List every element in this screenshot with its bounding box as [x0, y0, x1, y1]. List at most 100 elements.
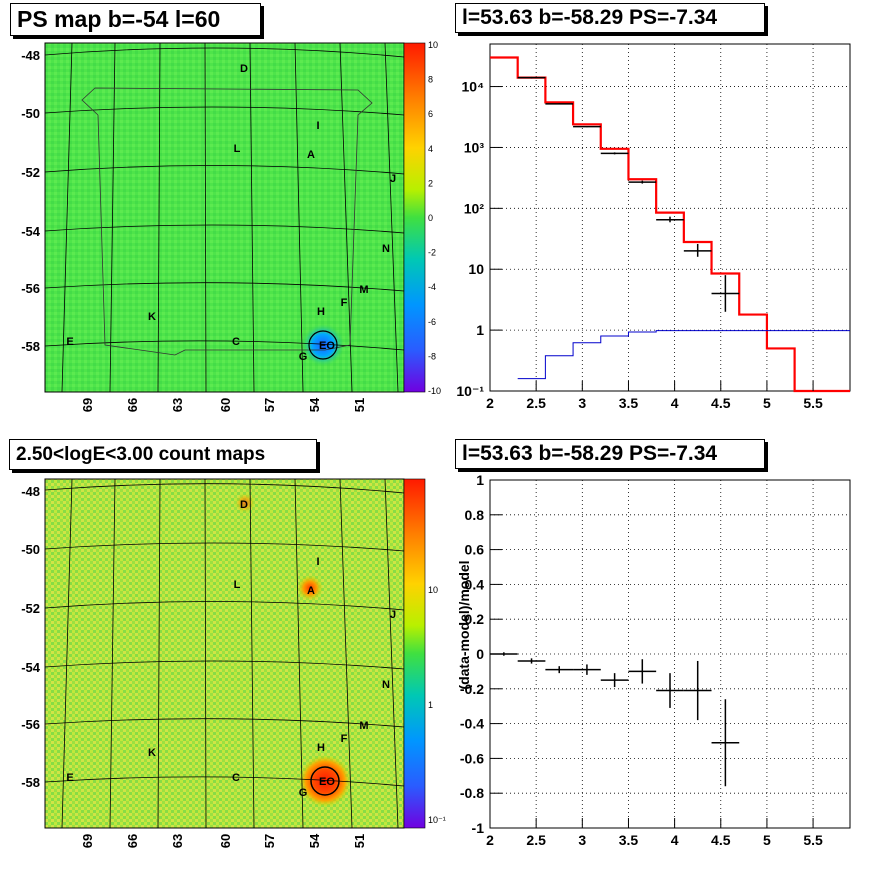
ps-map-y-tick: -56: [21, 281, 40, 296]
residual-y-label: (data-model)/model: [456, 560, 472, 689]
residual-y-tick-label: 0.8: [465, 507, 485, 523]
ps-source-label-c: C: [232, 336, 240, 348]
ps-map-title: PS map b=-54 l=60: [10, 3, 261, 36]
spectrum-x-tick-label: 5.5: [803, 395, 823, 411]
spectrum-x-tick-label: 2.5: [526, 395, 546, 411]
ps-map-y-tick: -58: [21, 339, 40, 354]
count-colorbar-tick: 10⁻¹: [428, 815, 446, 825]
spectrum-x-tick-label: 5: [763, 395, 771, 411]
count-map-x-tick: 57: [262, 834, 277, 848]
spectrum-y-tick-label: 10⁴: [462, 79, 485, 95]
ps-source-label-h: H: [317, 306, 325, 318]
count-map-source-circle: [310, 766, 340, 796]
ps-map-x-tick: 69: [80, 398, 95, 412]
count-blob-source: [299, 755, 351, 807]
count-map-y-tick: -50: [21, 542, 40, 557]
ps-map-x-tick: 60: [218, 398, 233, 412]
residual-title: l=53.63 b=-58.29 PS=-7.34: [455, 439, 765, 469]
ps-source-label-g: G: [299, 351, 308, 363]
residual-y-tick-label: 0: [476, 646, 484, 662]
ps-source-label-j: J: [390, 173, 396, 185]
ps-colorbar: [403, 42, 426, 393]
ps-map-y-tick: -50: [21, 106, 40, 121]
spectrum-background-line: [517, 330, 850, 380]
ps-source-label-e: E: [66, 336, 73, 348]
ps-colorbar-tick: -4: [428, 282, 436, 292]
ps-colorbar-tick: 4: [428, 144, 433, 154]
residual-x-tick-label: 4.5: [711, 832, 731, 848]
spectrum-panel: 2 2.5 3 3.5 4 4.5 5 5.5 10⁴ 10³ 10² 10 1 10⁻¹: [456, 43, 851, 411]
count-map-panel: [44, 478, 426, 829]
count-source-label-k: K: [148, 747, 156, 759]
count-map-x-tick: 69: [80, 834, 95, 848]
spectrum-model-line: [490, 56, 850, 393]
ps-source-label-m: M: [359, 284, 368, 296]
ps-map-x-tick: 54: [307, 397, 322, 412]
count-map-x-tick: 66: [125, 834, 140, 848]
count-source-label-h: H: [317, 742, 325, 754]
ps-colorbar-tick: 10: [428, 40, 438, 50]
count-blob-a: [297, 575, 323, 601]
count-source-label-j: J: [390, 609, 396, 621]
residual-y-tick-label: 0.2: [465, 611, 485, 627]
spectrum-x-tick-label: 4: [671, 395, 679, 411]
count-source-label-l: L: [234, 579, 241, 591]
count-map-y-tick: -56: [21, 717, 40, 732]
count-source-label-a: A: [307, 585, 315, 597]
count-source-label-e: E: [66, 772, 73, 784]
ps-map-source-circle: [308, 330, 338, 360]
residual-x-tick-label: 3.5: [619, 832, 639, 848]
residual-y-tick-label: -0.8: [460, 785, 484, 801]
ps-colorbar-tick: -6: [428, 317, 436, 327]
ps-colorbar-tick: 8: [428, 75, 433, 85]
residual-x-tick-label: 5: [763, 832, 771, 848]
ps-colorbar-tick: -8: [428, 351, 436, 361]
count-source-label-c: C: [232, 772, 240, 784]
residual-y-tick-label: -0.2: [460, 681, 484, 697]
spectrum-x-tick-label: 2: [486, 395, 494, 411]
residual-y-tick-label: 0.4: [465, 576, 485, 592]
spectrum-frame: [489, 43, 851, 392]
residual-y-tick-label: 0.6: [465, 542, 485, 558]
ps-colorbar-tick: 2: [428, 178, 433, 188]
spectrum-y-tick-label: 10: [468, 261, 484, 277]
ps-source-label-eo: EO: [319, 340, 335, 352]
count-map-y-tick: -48: [21, 484, 40, 499]
ps-source-label-n: N: [382, 243, 390, 255]
ps-map-x-tick: 63: [170, 398, 185, 412]
count-source-label-eo: EO: [319, 776, 335, 788]
ps-source-label-k: K: [148, 311, 156, 323]
ps-source-label-d: D: [240, 63, 248, 75]
residual-x-tick-label: 5.5: [803, 832, 823, 848]
count-map-x-tick: 63: [170, 834, 185, 848]
count-colorbar-tick: 10: [428, 585, 438, 595]
ps-map-y-tick: -54: [21, 224, 41, 239]
ps-source-label-a: A: [307, 149, 315, 161]
spectrum-title: l=53.63 b=-58.29 PS=-7.34: [455, 3, 765, 33]
spectrum-y-tick-label: 10³: [464, 139, 485, 155]
count-map-grid: [44, 478, 405, 829]
residual-x-tick-label: 2.5: [526, 832, 546, 848]
ps-colorbar-tick: -10: [428, 386, 441, 396]
residual-x-tick-label: 2: [486, 832, 494, 848]
ps-source-label-i: I: [316, 120, 319, 132]
count-source-label-m: M: [359, 720, 368, 732]
ps-map-y-tick: -48: [21, 48, 40, 63]
ps-source-label-f: F: [341, 297, 348, 309]
residual-y-tick-label: 1: [476, 472, 484, 488]
residual-y-tick-label: -1: [472, 820, 485, 836]
count-colorbar-tick: 1: [428, 700, 433, 710]
ps-map-y-tick: -52: [21, 165, 40, 180]
residual-x-tick-label: 4: [671, 832, 679, 848]
count-source-label-d: D: [240, 499, 248, 511]
ps-map-dip: [301, 323, 345, 367]
residual-panel: 2 2.5 3 3.5 4 4.5 5 5.5 1 0.8 0.6 0.4 0.2 0 -0.2 -0.4 -0…: [456, 472, 851, 848]
ps-map-x-tick: 57: [262, 398, 277, 412]
ps-colorbar-tick: 6: [428, 109, 433, 119]
spectrum-grid: [490, 44, 850, 391]
count-map-title: 2.50<logE<3.00 count maps: [9, 439, 317, 470]
count-colorbar: [403, 478, 426, 829]
residual-y-tick-label: -0.4: [460, 716, 484, 732]
spectrum-y-tick-label: 10²: [464, 200, 485, 216]
